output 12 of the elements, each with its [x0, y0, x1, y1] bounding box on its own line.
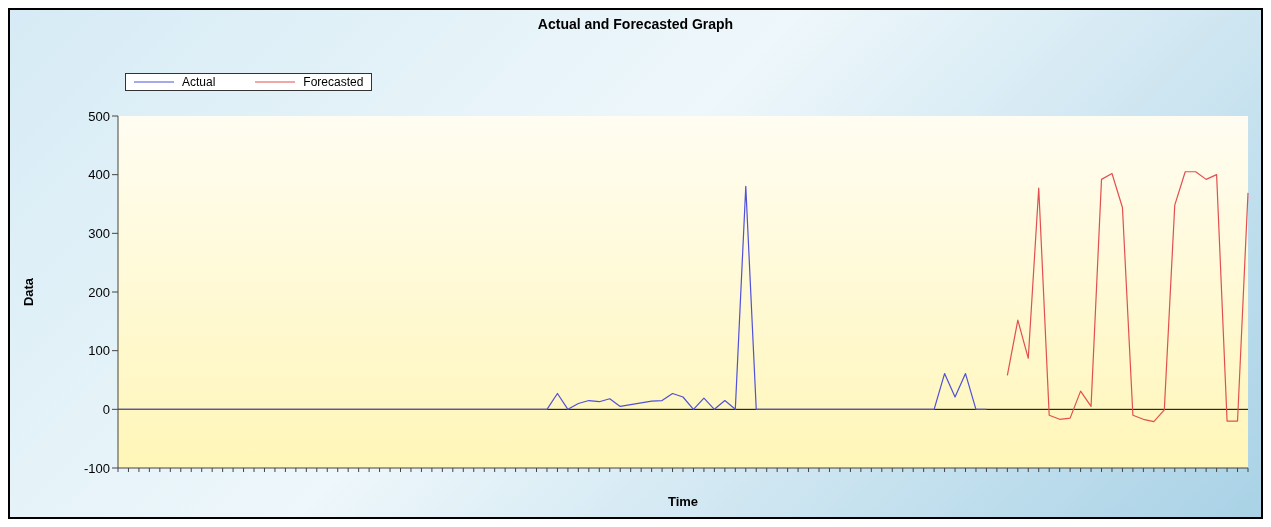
y-tick-label: 200 [88, 284, 110, 300]
x-axis-title: Time [667, 494, 699, 509]
y-tick-label: 0 [102, 401, 110, 417]
y-tick-label: 400 [88, 167, 110, 183]
y-tick-label: 500 [88, 108, 110, 124]
y-tick-label: -100 [83, 460, 110, 476]
chart-title: Actual and Forecasted Graph [536, 16, 735, 32]
legend-label: Forecasted [303, 75, 364, 89]
y-axis-title: Data [20, 277, 36, 307]
y-tick-label: 100 [88, 343, 110, 359]
legend-label: Actual [182, 75, 216, 89]
y-tick-label: 300 [88, 225, 110, 241]
